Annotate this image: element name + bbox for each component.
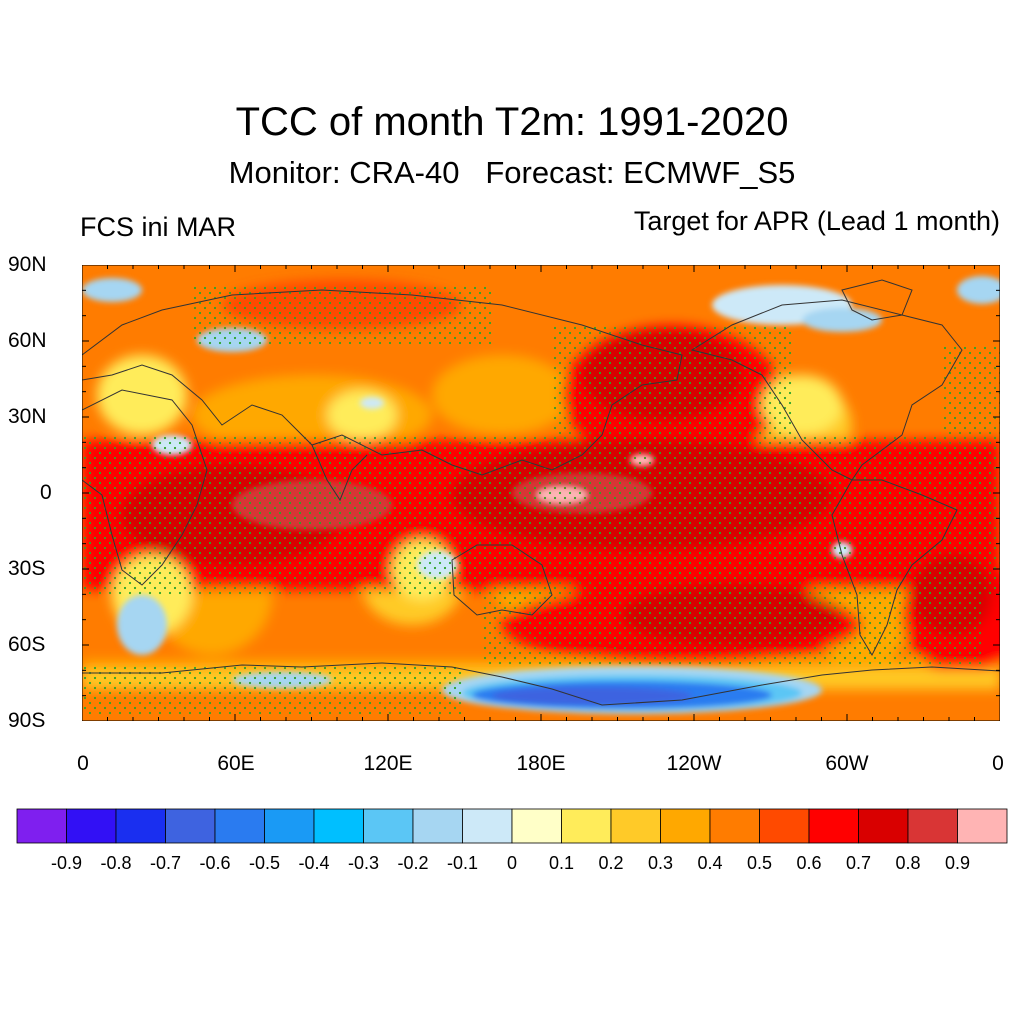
colorbar-swatch xyxy=(16,808,67,844)
init-label: FCS ini MAR xyxy=(80,212,237,242)
colorbar-label: 0.8 xyxy=(895,853,921,873)
colorbar-label: 0.1 xyxy=(548,853,575,873)
colorbar-swatch xyxy=(610,808,661,844)
coast-eurasia xyxy=(82,289,683,476)
colorbar-label: 0 xyxy=(506,853,517,873)
chart-title: TCC of month T2m: 1991-2020 xyxy=(235,100,789,144)
lon-label-0: 0 xyxy=(77,752,89,775)
lat-label-60n: 60N xyxy=(8,329,47,352)
lat-label-90s: 90S xyxy=(8,709,46,732)
colorbar-label: 0.7 xyxy=(845,853,872,873)
coast-south-america xyxy=(831,479,958,657)
target-label: Target for APR (Lead 1 month) xyxy=(633,206,1000,236)
coast-india xyxy=(311,444,368,502)
colorbar-swatch xyxy=(957,808,1008,844)
colorbar-label: -0.2 xyxy=(397,853,429,873)
colorbar-label: -0.7 xyxy=(149,853,182,873)
colorbar-swatch xyxy=(363,808,414,844)
colorbar-label: -0.3 xyxy=(347,853,380,873)
lon-label-120w: 120W xyxy=(666,752,722,775)
colorbar-swatch xyxy=(264,808,315,844)
colorbar-swatch xyxy=(165,808,216,844)
coast-australia xyxy=(451,544,553,616)
colorbar-swatch xyxy=(115,808,166,844)
colorbar-swatch xyxy=(907,808,958,844)
coast-africa xyxy=(82,389,208,586)
coast-antarctica xyxy=(82,662,1000,706)
colorbar-swatch xyxy=(66,808,117,844)
lat-label-30s: 30S xyxy=(8,557,46,580)
colorbar-swatch xyxy=(561,808,612,844)
lon-label-0-east: 0 xyxy=(992,752,1004,775)
colorbar-label: 0.9 xyxy=(944,853,971,873)
colorbar-label: 0.3 xyxy=(647,853,674,873)
colorbar-label: -0.4 xyxy=(298,853,330,873)
colorbar-swatch xyxy=(660,808,711,844)
colorbar-label: -0.6 xyxy=(199,853,231,873)
significance-stipple xyxy=(82,285,1000,715)
colorbar-label: 0.2 xyxy=(598,853,624,873)
colorbar-label: 0.6 xyxy=(796,853,822,873)
colorbar-swatch xyxy=(759,808,810,844)
colorbar xyxy=(16,808,1008,844)
coast-greenland xyxy=(841,279,913,321)
colorbar-swatch xyxy=(462,808,513,844)
lat-label-0: 0 xyxy=(40,481,52,504)
lon-label-60e: 60E xyxy=(217,752,255,775)
lat-label-90n: 90N xyxy=(8,253,47,276)
lat-label-60s: 60S xyxy=(8,633,46,656)
colorbar-swatch xyxy=(808,808,859,844)
chart-subtitle: Monitor: CRA-40 Forecast: ECMWF_S5 xyxy=(228,155,796,190)
tcc-map xyxy=(82,265,1000,721)
colorbar-swatch xyxy=(511,808,562,844)
coastlines xyxy=(82,279,1000,706)
colorbar-swatch xyxy=(709,808,760,844)
colorbar-label: 0.4 xyxy=(697,853,723,873)
coast-north-america xyxy=(690,299,963,481)
colorbar-label: -0.8 xyxy=(100,853,132,873)
colorbar-label: -0.9 xyxy=(50,853,83,873)
colorbar-swatch xyxy=(412,808,463,844)
lon-label-180e: 180E xyxy=(516,752,566,775)
lon-label-60w: 60W xyxy=(825,752,869,775)
colorbar-swatch xyxy=(858,808,909,844)
colorbar-swatch xyxy=(313,808,364,844)
lat-label-30n: 30N xyxy=(8,405,47,428)
colorbar-label: -0.1 xyxy=(446,853,479,873)
colorbar-label: -0.5 xyxy=(248,853,281,873)
colorbar-swatch xyxy=(214,808,265,844)
lon-label-120e: 120E xyxy=(363,752,413,775)
colorbar-label: 0.5 xyxy=(746,853,773,873)
